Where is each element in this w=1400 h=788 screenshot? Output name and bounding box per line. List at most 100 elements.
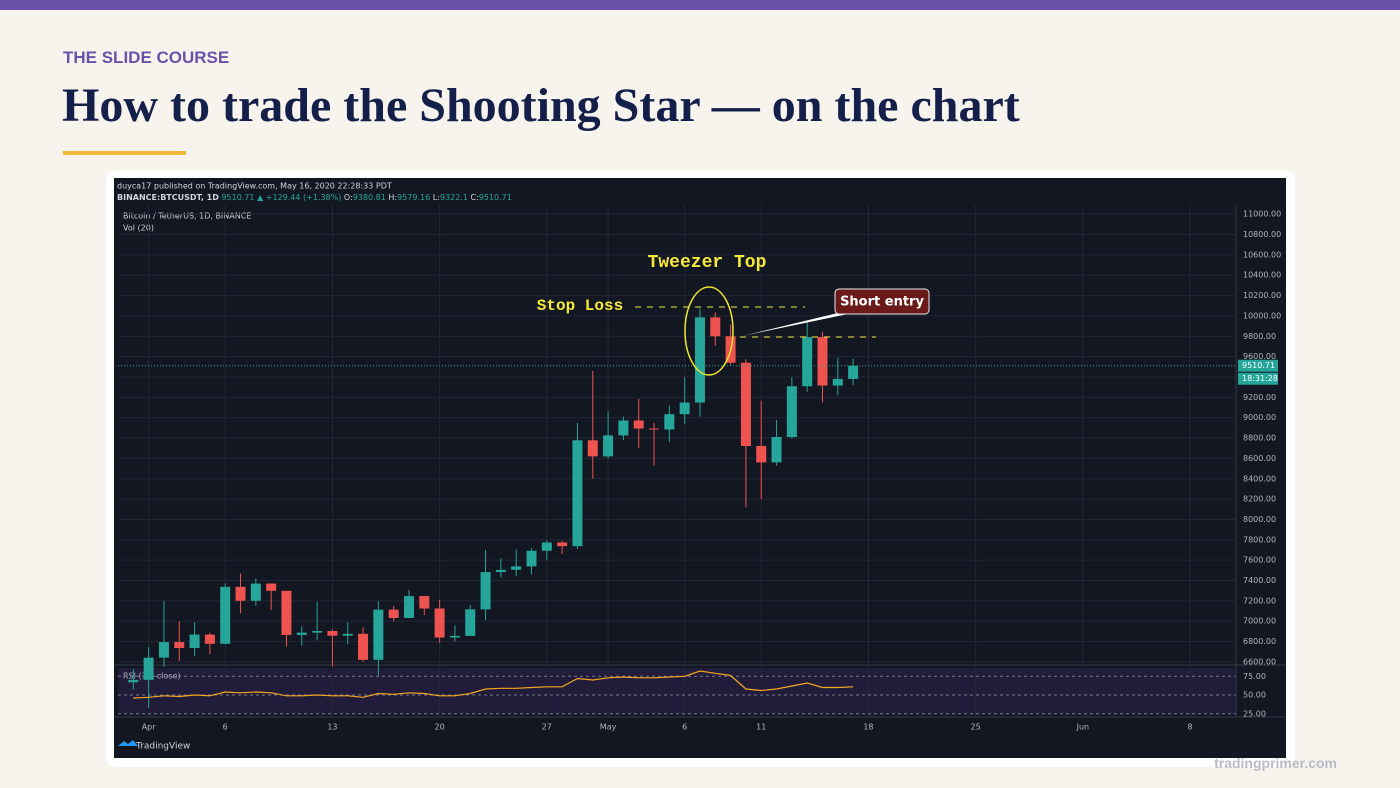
y-tick-label: 6600.00	[1243, 657, 1276, 666]
brand: TradingView	[135, 742, 190, 752]
candle-body	[281, 590, 292, 635]
y-tick-label: 10800.00	[1243, 230, 1281, 239]
candle-body	[465, 609, 476, 636]
y-tick-label: 9800.00	[1243, 332, 1276, 341]
candle-body	[710, 317, 721, 337]
candle-body	[603, 435, 614, 457]
chart-bg	[114, 178, 1286, 758]
x-tick-label: 25	[971, 723, 981, 732]
rsi-tick-label: 25.00	[1243, 709, 1266, 718]
x-tick-label: 8	[1188, 723, 1193, 732]
x-tick-label: 20	[435, 723, 445, 732]
volume-label: Vol (20)	[123, 224, 154, 233]
candle-body	[526, 550, 537, 567]
symbol: BINANCE:BTCUSDT, 1D	[117, 193, 219, 202]
y-tick-label: 10600.00	[1243, 250, 1281, 259]
slide-title: How to trade the Shooting Star — on the …	[62, 79, 1020, 132]
rsi-band	[118, 668, 1236, 715]
x-tick-label: Apr	[142, 723, 157, 732]
candle-body	[771, 437, 782, 463]
y-tick-label: 9000.00	[1243, 413, 1276, 422]
candle-body	[373, 609, 384, 660]
y-tick-label: 7200.00	[1243, 596, 1276, 605]
y-tick-label: 8400.00	[1243, 474, 1276, 483]
ohlc-value: 9510.71	[479, 193, 512, 202]
candle-body	[756, 445, 767, 463]
candle-body	[128, 679, 139, 683]
candle-body	[802, 337, 813, 387]
y-tick-label: 7800.00	[1243, 535, 1276, 544]
y-tick-label: 10000.00	[1243, 311, 1281, 320]
candle-body	[587, 440, 598, 457]
last-price: 9510.71	[221, 193, 254, 202]
y-tick-label: 9200.00	[1243, 393, 1276, 402]
pattern-ellipse	[684, 286, 734, 376]
candle-body	[220, 586, 231, 644]
brand-logo	[118, 740, 138, 746]
y-tick-label: 7400.00	[1243, 576, 1276, 585]
candle-body	[419, 596, 430, 609]
x-tick-label: 27	[542, 723, 552, 732]
candle-body	[495, 569, 506, 573]
candle-body	[786, 386, 797, 438]
candle-body	[327, 631, 338, 636]
candle-body	[817, 337, 828, 386]
callout	[834, 288, 930, 315]
candle-body	[204, 634, 215, 644]
callout-pointer	[742, 312, 848, 336]
price-tag	[1238, 359, 1278, 372]
candle-body	[143, 657, 154, 680]
ohlc-value: 9322.1	[440, 193, 468, 202]
y-tick-label: 7000.00	[1243, 617, 1276, 626]
candle-body	[158, 642, 169, 658]
candle-body	[694, 317, 705, 403]
underline	[63, 151, 186, 155]
candle-body	[557, 542, 568, 547]
x-tick-label: 13	[327, 723, 337, 732]
candle-body	[740, 362, 751, 446]
stop-loss-label: Stop Loss	[537, 297, 623, 315]
candle-body	[189, 634, 200, 649]
candle-body	[832, 378, 843, 386]
y-tick-label: 10400.00	[1243, 271, 1281, 280]
x-tick-label: May	[600, 723, 617, 732]
change: ▲ +129.44 (+1.38%)	[257, 193, 341, 202]
entry-label: Short entry	[840, 295, 924, 310]
eyebrow: THE SLIDE COURSE	[63, 48, 230, 67]
candle-body	[250, 583, 261, 601]
pattern-label: Tweezer Top	[648, 253, 767, 273]
candle-body	[434, 608, 445, 638]
candle-body	[235, 586, 246, 601]
candle-body	[449, 635, 460, 638]
annotations: Tweezer Top Stop Loss Short entry	[537, 253, 930, 376]
ohlc-value: 9380.81	[353, 193, 386, 202]
candle-body	[358, 633, 369, 660]
y-tick-label: 8600.00	[1243, 454, 1276, 463]
x-tick-label: 6	[682, 723, 687, 732]
ohlc-label: L:	[433, 193, 440, 202]
candle-body	[664, 414, 675, 430]
top-bar	[0, 0, 1400, 10]
y-tick-label: 6800.00	[1243, 637, 1276, 646]
y-tick-label: 8000.00	[1243, 515, 1276, 524]
ohlc-label: H:	[388, 193, 397, 202]
ohlc-label: O:	[344, 193, 353, 202]
candle-body	[266, 583, 277, 591]
ohlc-value: 9579.16	[397, 193, 430, 202]
plot: 6600.00 6800.00 7000.00 7200.00 7400.00 7600.…	[118, 205, 1281, 732]
candle-body	[342, 633, 353, 636]
candle-body	[633, 420, 644, 429]
price-tag-label: 9510.71	[1242, 361, 1275, 370]
x-tick-label: 11	[756, 723, 766, 732]
candle-body	[388, 609, 399, 618]
candle-body	[296, 632, 307, 635]
y-tick-label: 8800.00	[1243, 434, 1276, 443]
candle-body	[403, 596, 414, 618]
timer-tag	[1238, 372, 1278, 385]
candle-body	[541, 542, 552, 551]
candle-body	[649, 428, 660, 430]
footer: tradingprimer.com	[1214, 755, 1337, 771]
y-tick-label: 7600.00	[1243, 556, 1276, 565]
